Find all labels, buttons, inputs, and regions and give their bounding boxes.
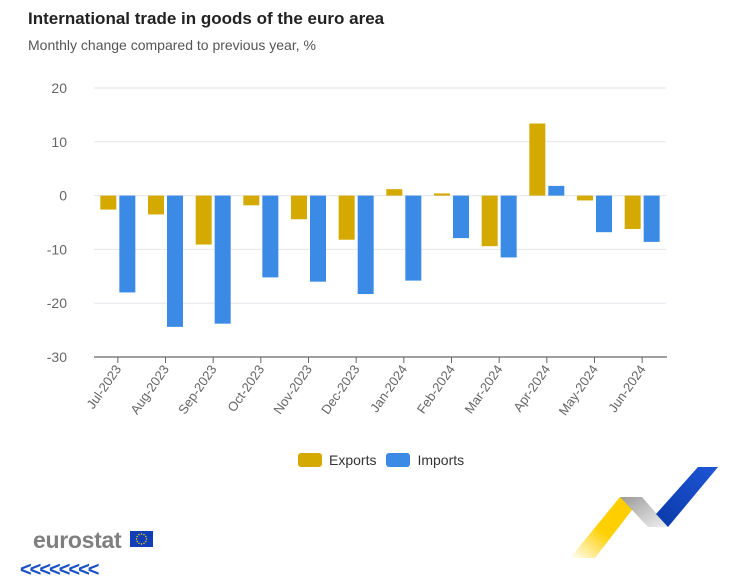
bar-imports [214, 195, 231, 324]
bar-imports [119, 195, 136, 293]
ribbon-decoration-icon [570, 467, 718, 558]
bar-exports [291, 195, 307, 220]
legend-swatch-exports [298, 453, 322, 467]
bar-imports [357, 195, 374, 295]
x-tick-label: Oct-2023 [224, 362, 267, 414]
x-tick-label: Dec-2023 [318, 362, 363, 417]
bar-exports [148, 195, 164, 215]
x-tick-label: Jan-2024 [367, 362, 410, 415]
bar-exports [386, 189, 403, 196]
x-tick-label: Jun-2024 [605, 362, 648, 415]
bar-exports [243, 195, 260, 206]
bar-exports [529, 123, 546, 196]
x-tick-label: May-2024 [556, 362, 601, 418]
eurostat-logo: eurostat [33, 527, 122, 553]
bar-imports [405, 195, 422, 281]
y-axis-ticks: 20 10 0 -10 -20 -30 [47, 80, 67, 365]
bar-exports [624, 195, 641, 229]
eu-flag-icon [130, 531, 153, 547]
y-tick-label: -30 [47, 349, 67, 365]
bar-imports [643, 195, 660, 242]
x-axis: Jul-2023 Aug-2023 Sep-2023 Oct-2023 Nov-2023… [83, 356, 667, 418]
bar-imports [167, 195, 183, 327]
chevron-pattern-icon: <<<<<<<< [20, 559, 99, 581]
legend-swatch-imports [386, 453, 411, 467]
bars [100, 123, 660, 327]
gridlines [94, 87, 666, 304]
chart-title: International trade in goods of the euro… [28, 9, 385, 28]
x-tick-label: Mar-2024 [461, 362, 505, 416]
x-tick-label: Jul-2023 [83, 362, 124, 411]
bar-exports [100, 195, 117, 210]
bar-imports [596, 195, 612, 233]
bar-imports [310, 195, 326, 282]
y-tick-label: 0 [59, 188, 67, 204]
bar-chart: 20 10 0 -10 -20 -30 Jul-2023 Aug-2023 Sep-2023 O… [47, 80, 667, 418]
bar-imports [500, 195, 517, 258]
bar-imports [548, 185, 565, 196]
y-tick-label: -20 [47, 295, 67, 311]
bar-exports [434, 193, 450, 196]
bar-imports [453, 195, 469, 239]
y-tick-label: -10 [47, 241, 67, 257]
x-tick-label: Aug-2023 [127, 362, 172, 417]
bar-exports [338, 195, 355, 240]
x-tick-label: Nov-2023 [270, 362, 315, 417]
x-tick-label: Apr-2024 [510, 362, 553, 414]
bar-exports [577, 195, 593, 201]
legend-label-exports: Exports [329, 452, 377, 468]
bar-exports [195, 195, 212, 245]
x-tick-label: Feb-2024 [414, 362, 458, 416]
legend: Exports Imports [298, 452, 474, 468]
legend-item-imports[interactable]: Imports [386, 452, 464, 468]
bar-exports [481, 195, 498, 247]
y-tick-label: 20 [51, 80, 67, 96]
y-tick-label: 10 [51, 134, 67, 150]
chart-subtitle: Monthly change compared to previous year… [28, 37, 316, 53]
bar-imports [262, 195, 279, 278]
legend-label-imports: Imports [417, 452, 465, 468]
x-tick-label: Sep-2023 [175, 362, 220, 417]
legend-item-exports[interactable]: Exports [298, 452, 376, 468]
